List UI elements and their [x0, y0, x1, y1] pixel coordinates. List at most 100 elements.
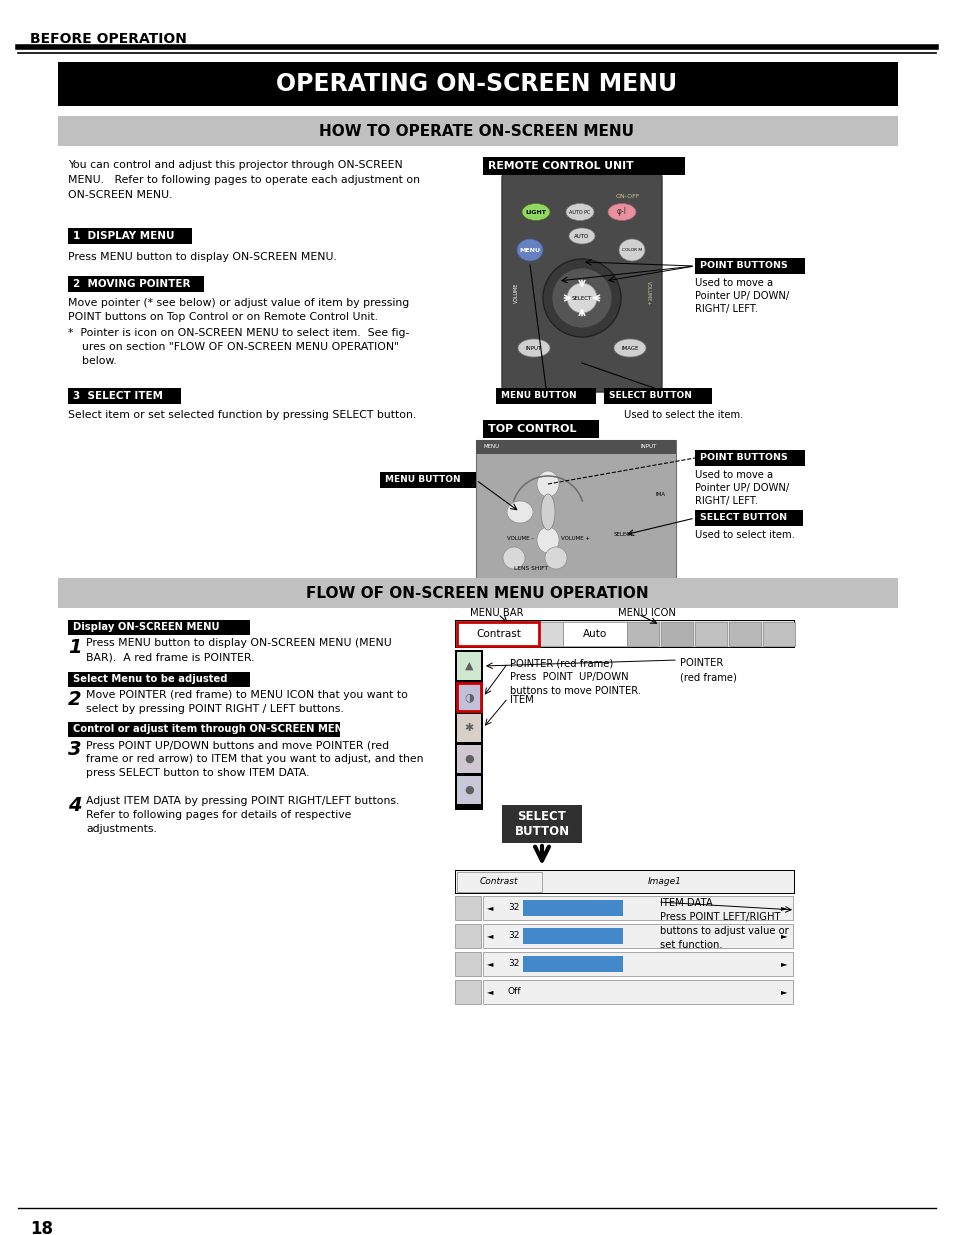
- Bar: [538, 622, 562, 646]
- Bar: [68, 620, 250, 635]
- Bar: [68, 275, 204, 291]
- Bar: [58, 62, 897, 106]
- Ellipse shape: [521, 204, 550, 221]
- Text: ►: ►: [780, 904, 786, 913]
- Text: Contrast: Contrast: [476, 629, 521, 638]
- Text: 1  DISPLAY MENU: 1 DISPLAY MENU: [73, 231, 174, 241]
- Text: MENU BAR: MENU BAR: [470, 608, 523, 618]
- Text: SELECT BUTTON: SELECT BUTTON: [700, 514, 786, 522]
- Text: 2  MOVING POINTER: 2 MOVING POINTER: [73, 279, 191, 289]
- Text: Used to select item.: Used to select item.: [695, 530, 794, 540]
- Bar: [482, 420, 598, 438]
- Text: MENU BUTTON: MENU BUTTON: [500, 391, 576, 400]
- Text: FLOW OF ON-SCREEN MENU OPERATION: FLOW OF ON-SCREEN MENU OPERATION: [305, 585, 648, 600]
- Bar: [456, 871, 793, 893]
- Bar: [455, 650, 482, 810]
- Bar: [695, 258, 804, 274]
- Text: AUTO PC: AUTO PC: [569, 210, 590, 215]
- Text: 32: 32: [507, 904, 518, 913]
- Bar: [482, 981, 792, 1004]
- Ellipse shape: [568, 228, 595, 245]
- Text: POINT BUTTONS: POINT BUTTONS: [700, 262, 787, 270]
- Ellipse shape: [618, 240, 644, 261]
- Bar: [68, 228, 192, 245]
- Text: 2: 2: [68, 690, 82, 709]
- Text: SELECT: SELECT: [613, 532, 634, 537]
- Bar: [456, 683, 480, 711]
- Bar: [456, 714, 480, 742]
- Text: COLOR M: COLOR M: [621, 248, 641, 252]
- Ellipse shape: [614, 338, 645, 357]
- Text: HOW TO OPERATE ON-SCREEN MENU: HOW TO OPERATE ON-SCREEN MENU: [319, 124, 634, 138]
- Text: Image1: Image1: [647, 878, 681, 887]
- Bar: [562, 622, 626, 646]
- Ellipse shape: [502, 547, 524, 569]
- Ellipse shape: [552, 268, 612, 329]
- Text: Used to move a
Pointer UP/ DOWN/
RIGHT/ LEFT.: Used to move a Pointer UP/ DOWN/ RIGHT/ …: [695, 278, 788, 315]
- Bar: [456, 622, 538, 646]
- Bar: [522, 956, 622, 972]
- Text: AUTO: AUTO: [574, 233, 589, 238]
- Ellipse shape: [506, 501, 533, 522]
- Text: Display ON-SCREEN MENU: Display ON-SCREEN MENU: [73, 622, 219, 632]
- FancyBboxPatch shape: [501, 172, 661, 391]
- Text: VOLUME +: VOLUME +: [561, 536, 590, 541]
- Text: BEFORE OPERATION: BEFORE OPERATION: [30, 32, 187, 46]
- Bar: [660, 622, 692, 646]
- Text: 32: 32: [507, 931, 518, 941]
- Text: SELECT BUTTON: SELECT BUTTON: [608, 391, 691, 400]
- Text: VOLUME: VOLUME: [513, 283, 518, 303]
- Bar: [456, 872, 541, 892]
- Text: ✱: ✱: [464, 722, 474, 734]
- Text: Auto: Auto: [582, 629, 606, 638]
- Bar: [68, 672, 250, 687]
- Text: *  Pointer is icon on ON-SCREEN MENU to select item.  See fig-
    ures on secti: * Pointer is icon on ON-SCREEN MENU to s…: [68, 329, 409, 366]
- Bar: [603, 388, 711, 404]
- Bar: [695, 450, 804, 466]
- Bar: [455, 869, 794, 894]
- Bar: [762, 622, 794, 646]
- Text: OPERATING ON-SCREEN MENU: OPERATING ON-SCREEN MENU: [276, 72, 677, 96]
- Bar: [455, 981, 480, 1004]
- Text: ◄: ◄: [486, 931, 493, 941]
- Text: POINTER
(red frame): POINTER (red frame): [679, 658, 736, 682]
- Text: VOLUME –: VOLUME –: [507, 536, 534, 541]
- Bar: [456, 652, 480, 680]
- Text: ►: ►: [780, 988, 786, 997]
- Text: Press MENU button to display ON-SCREEN MENU (MENU
BAR).  A red frame is POINTER.: Press MENU button to display ON-SCREEN M…: [86, 638, 392, 662]
- Bar: [501, 805, 581, 844]
- Text: REMOTE CONTROL UNIT: REMOTE CONTROL UNIT: [488, 161, 633, 170]
- Text: MENU: MENU: [483, 445, 499, 450]
- Bar: [728, 622, 760, 646]
- Text: Select item or set selected function by pressing SELECT button.: Select item or set selected function by …: [68, 410, 416, 420]
- Text: MENU ICON: MENU ICON: [618, 608, 675, 618]
- Text: ◄: ◄: [486, 988, 493, 997]
- Ellipse shape: [542, 259, 620, 337]
- Text: Move POINTER (red frame) to MENU ICON that you want to
select by pressing POINT : Move POINTER (red frame) to MENU ICON th…: [86, 690, 408, 714]
- Text: Adjust ITEM DATA by pressing POINT RIGHT/LEFT buttons.
Refer to following pages : Adjust ITEM DATA by pressing POINT RIGHT…: [86, 797, 399, 834]
- Ellipse shape: [537, 527, 558, 553]
- Bar: [476, 440, 676, 580]
- Ellipse shape: [517, 240, 542, 261]
- Ellipse shape: [537, 471, 558, 496]
- Bar: [476, 440, 676, 454]
- Ellipse shape: [517, 338, 550, 357]
- Bar: [482, 157, 684, 175]
- Text: φ-I: φ-I: [617, 207, 626, 216]
- Bar: [522, 927, 622, 944]
- Bar: [522, 900, 622, 916]
- Text: TOP CONTROL: TOP CONTROL: [488, 424, 576, 433]
- Bar: [68, 388, 181, 404]
- Text: ●: ●: [464, 785, 474, 795]
- Text: ▲: ▲: [464, 661, 473, 671]
- Bar: [455, 620, 794, 648]
- Text: Used to move a
Pointer UP/ DOWN/
RIGHT/ LEFT.: Used to move a Pointer UP/ DOWN/ RIGHT/ …: [695, 471, 788, 506]
- Text: Press MENU button to display ON-SCREEN MENU.: Press MENU button to display ON-SCREEN M…: [68, 252, 336, 262]
- Text: IMAGE: IMAGE: [620, 346, 639, 351]
- Ellipse shape: [607, 204, 636, 221]
- Bar: [695, 510, 802, 526]
- Text: SELECT
BUTTON: SELECT BUTTON: [514, 810, 569, 839]
- Text: IMA: IMA: [656, 493, 665, 498]
- Text: Select Menu to be adjusted: Select Menu to be adjusted: [73, 674, 227, 684]
- Text: 18: 18: [30, 1220, 53, 1235]
